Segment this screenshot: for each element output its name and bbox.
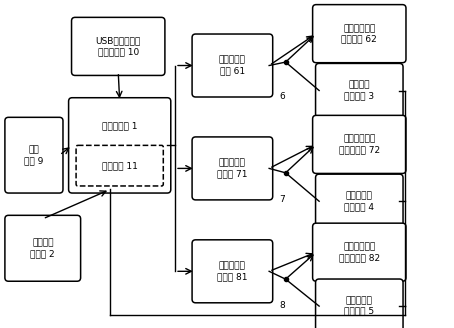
Text: 右后支点电液
伺服千斤顶 82: 右后支点电液 伺服千斤顶 82: [339, 242, 380, 262]
FancyBboxPatch shape: [72, 17, 165, 75]
FancyBboxPatch shape: [69, 98, 171, 193]
Text: 右后支点步
进电机 81: 右后支点步 进电机 81: [217, 262, 247, 281]
FancyBboxPatch shape: [5, 117, 63, 193]
Text: 微处理器 11: 微处理器 11: [102, 161, 138, 170]
FancyBboxPatch shape: [316, 174, 403, 228]
Text: 纵横倾斜
检测器 2: 纵横倾斜 检测器 2: [30, 238, 55, 258]
Text: 左后支点步
进电机 71: 左后支点步 进电机 71: [217, 159, 247, 178]
Text: 右后支点重
量检测器 5: 右后支点重 量检测器 5: [344, 297, 375, 316]
FancyBboxPatch shape: [313, 5, 406, 63]
FancyBboxPatch shape: [313, 115, 406, 174]
FancyBboxPatch shape: [76, 145, 163, 186]
FancyBboxPatch shape: [316, 279, 403, 328]
FancyBboxPatch shape: [192, 137, 273, 200]
FancyBboxPatch shape: [5, 215, 81, 281]
Text: 前支点步进
电机 61: 前支点步进 电机 61: [219, 56, 246, 75]
Text: USB电源通信接
口电路模块 10: USB电源通信接 口电路模块 10: [96, 37, 141, 56]
Text: 主控计算机 1: 主控计算机 1: [102, 121, 138, 131]
Text: 8: 8: [279, 301, 285, 310]
Text: 左后支点电液
伺服千斤顶 72: 左后支点电液 伺服千斤顶 72: [339, 135, 380, 154]
FancyBboxPatch shape: [313, 223, 406, 281]
Text: 7: 7: [279, 195, 285, 204]
Text: 电源
组件 9: 电源 组件 9: [24, 146, 44, 165]
Text: 左后支点重
量检测器 4: 左后支点重 量检测器 4: [344, 192, 374, 211]
Text: 前支点重
量检测器 3: 前支点重 量检测器 3: [344, 81, 375, 100]
FancyBboxPatch shape: [192, 240, 273, 303]
FancyBboxPatch shape: [316, 63, 403, 117]
Text: 6: 6: [279, 92, 285, 101]
FancyBboxPatch shape: [192, 34, 273, 97]
Text: 前支点电液伺
服千斤顶 62: 前支点电液伺 服千斤顶 62: [341, 24, 377, 43]
